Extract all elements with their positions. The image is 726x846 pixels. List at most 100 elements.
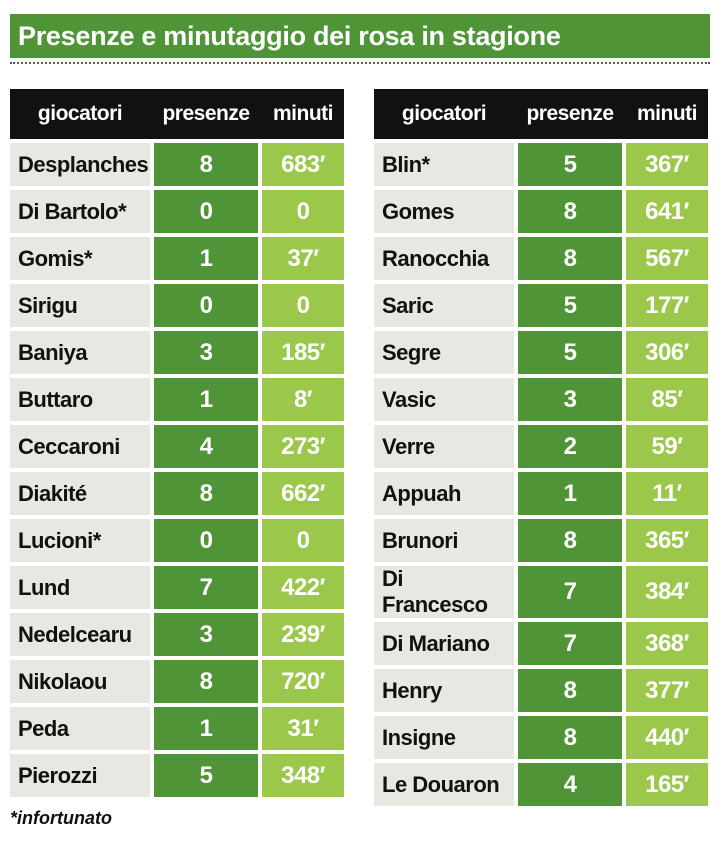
player-name: Nedelcearu [10, 609, 150, 656]
table-row: Di Mariano 7 368′ [374, 618, 708, 665]
table-row: Gomes 8 641′ [374, 186, 708, 233]
presenze-value: 1 [154, 703, 258, 750]
table-row: Nikolaou 8 720′ [10, 656, 344, 703]
player-name: Desplanches [10, 139, 150, 186]
presenze-value: 5 [518, 139, 622, 186]
table-row: Baniya 3 185′ [10, 327, 344, 374]
presenze-value: 1 [154, 374, 258, 421]
player-name: Appuah [374, 468, 514, 515]
player-name: Ranocchia [374, 233, 514, 280]
player-name: Diakité [10, 468, 150, 515]
presenze-value: 0 [154, 515, 258, 562]
right-table: giocatori presenze minuti Blin* 5 367′ Gome… [374, 89, 708, 806]
player-name: Buttaro [10, 374, 150, 421]
presenze-value: 4 [518, 759, 622, 806]
table-row: Gomis* 1 37′ [10, 233, 344, 280]
minuti-value: 177′ [626, 280, 708, 327]
player-name: Pierozzi [10, 750, 150, 797]
header-presenze: presenze [154, 89, 258, 139]
table-row: Blin* 5 367′ [374, 139, 708, 186]
table-row: Ceccaroni 4 273′ [10, 421, 344, 468]
presenze-value: 1 [154, 233, 258, 280]
presenze-value: 3 [518, 374, 622, 421]
player-name: Segre [374, 327, 514, 374]
table-row: Saric 5 177′ [374, 280, 708, 327]
table-row: Henry 8 377′ [374, 665, 708, 712]
player-name: Peda [10, 703, 150, 750]
table-row: Nedelcearu 3 239′ [10, 609, 344, 656]
presenze-value: 5 [154, 750, 258, 797]
player-name: Di Francesco [374, 562, 514, 618]
player-name: Sirigu [10, 280, 150, 327]
presenze-value: 8 [518, 186, 622, 233]
minuti-value: 59′ [626, 421, 708, 468]
presenze-value: 8 [154, 468, 258, 515]
table-row: Vasic 3 85′ [374, 374, 708, 421]
table-row: Insigne 8 440′ [374, 712, 708, 759]
table-row: Desplanches 8 683′ [10, 139, 344, 186]
table-row: Pierozzi 5 348′ [10, 750, 344, 797]
table-row: Di Francesco 7 384′ [374, 562, 708, 618]
minuti-value: 31′ [262, 703, 344, 750]
minuti-value: 8′ [262, 374, 344, 421]
player-name: Lund [10, 562, 150, 609]
minuti-value: 377′ [626, 665, 708, 712]
table-row: Di Bartolo* 0 0 [10, 186, 344, 233]
title-bar: Presenze e minutaggio dei rosa in stagio… [10, 14, 710, 58]
player-name: Vasic [374, 374, 514, 421]
table-row: Diakité 8 662′ [10, 468, 344, 515]
table-row: Verre 2 59′ [374, 421, 708, 468]
minuti-value: 384′ [626, 562, 708, 618]
header-row: giocatori presenze minuti [10, 89, 344, 139]
minuti-value: 165′ [626, 759, 708, 806]
player-name: Blin* [374, 139, 514, 186]
minuti-value: 239′ [262, 609, 344, 656]
player-name: Le Douaron [374, 759, 514, 806]
presenze-value: 3 [154, 609, 258, 656]
table-row: Brunori 8 365′ [374, 515, 708, 562]
header-presenze: presenze [518, 89, 622, 139]
player-name: Insigne [374, 712, 514, 759]
presenze-value: 7 [154, 562, 258, 609]
presenze-value: 5 [518, 327, 622, 374]
player-name: Brunori [374, 515, 514, 562]
minuti-value: 11′ [626, 468, 708, 515]
minuti-value: 567′ [626, 233, 708, 280]
table-row: Segre 5 306′ [374, 327, 708, 374]
presenze-value: 8 [154, 139, 258, 186]
presenze-value: 2 [518, 421, 622, 468]
table-row: Buttaro 1 8′ [10, 374, 344, 421]
minuti-value: 185′ [262, 327, 344, 374]
minuti-value: 0 [262, 186, 344, 233]
player-name: Di Mariano [374, 618, 514, 665]
table-row: Ranocchia 8 567′ [374, 233, 708, 280]
minuti-value: 720′ [262, 656, 344, 703]
minuti-value: 37′ [262, 233, 344, 280]
footnote: *infortunato [10, 808, 112, 828]
table-row: Peda 1 31′ [10, 703, 344, 750]
minuti-value: 85′ [626, 374, 708, 421]
table-row: Appuah 1 11′ [374, 468, 708, 515]
minuti-value: 0 [262, 280, 344, 327]
player-name: Henry [374, 665, 514, 712]
header-giocatori: giocatori [10, 89, 150, 139]
player-name: Ceccaroni [10, 421, 150, 468]
presenze-value: 0 [154, 280, 258, 327]
presenze-value: 7 [518, 618, 622, 665]
presenze-value: 1 [518, 468, 622, 515]
presenze-value: 8 [518, 712, 622, 759]
player-name: Baniya [10, 327, 150, 374]
minuti-value: 348′ [262, 750, 344, 797]
header-giocatori: giocatori [374, 89, 514, 139]
table-row: Lucioni* 0 0 [10, 515, 344, 562]
presenze-value: 5 [518, 280, 622, 327]
player-name: Nikolaou [10, 656, 150, 703]
player-name: Di Bartolo* [10, 186, 150, 233]
header-minuti: minuti [262, 89, 344, 139]
page-title: Presenze e minutaggio dei rosa in stagio… [18, 21, 561, 51]
minuti-value: 306′ [626, 327, 708, 374]
minuti-value: 683′ [262, 139, 344, 186]
minuti-value: 662′ [262, 468, 344, 515]
minuti-value: 368′ [626, 618, 708, 665]
presenze-value: 8 [154, 656, 258, 703]
